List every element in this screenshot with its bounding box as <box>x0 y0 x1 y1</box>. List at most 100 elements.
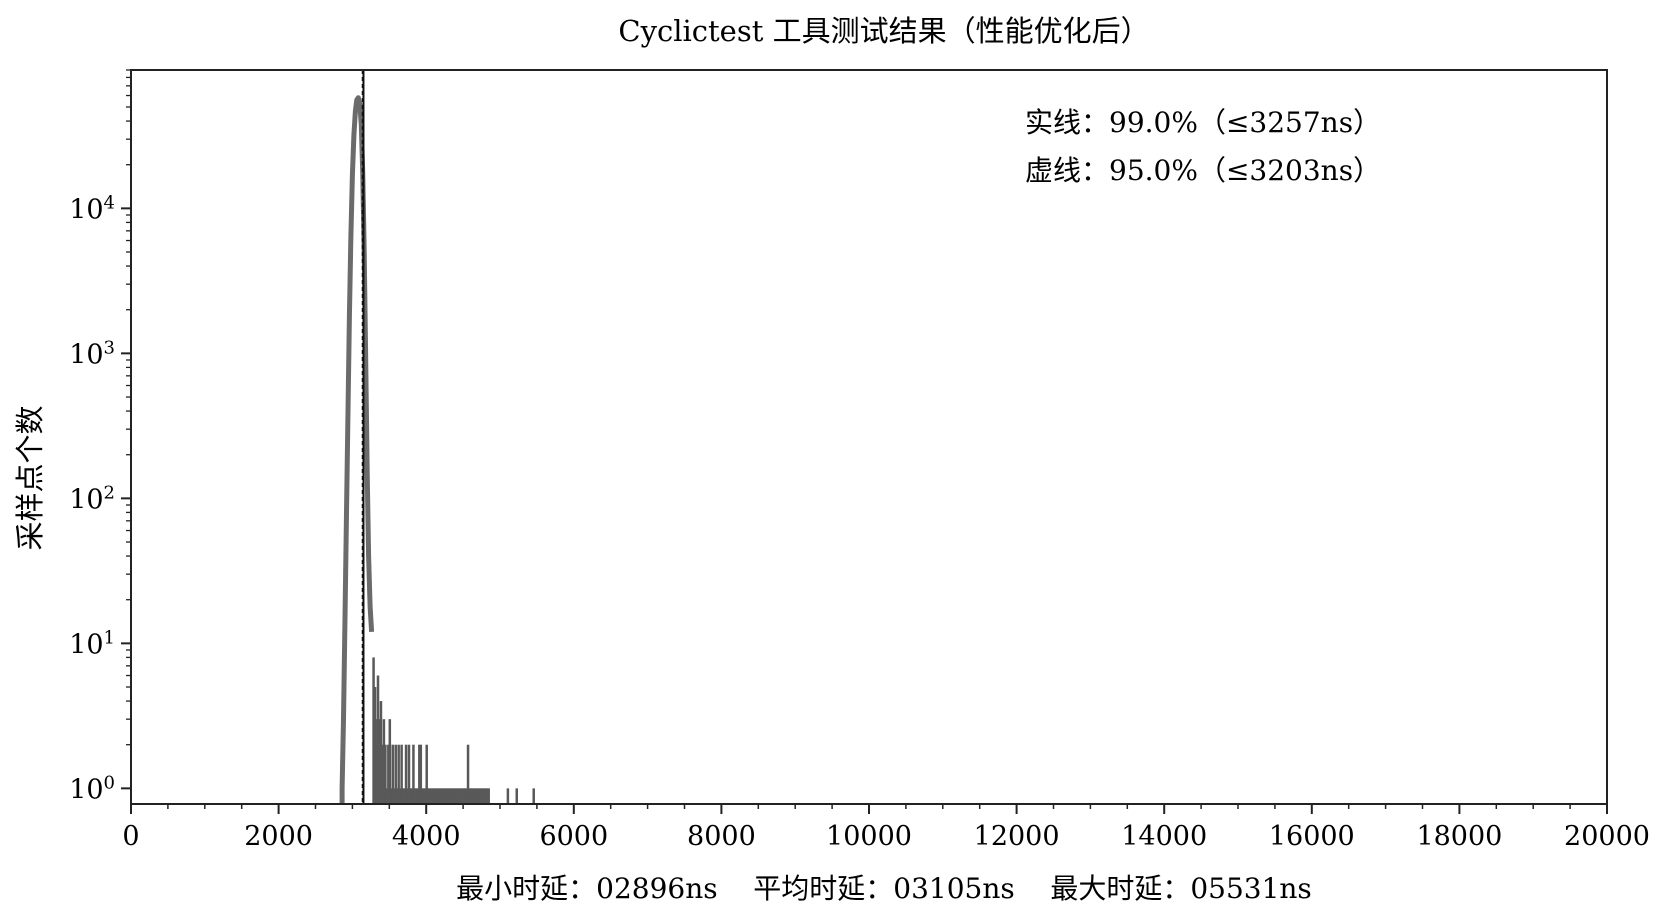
histogram-bar <box>385 788 389 804</box>
histogram-bar <box>392 788 396 804</box>
histogram-bar <box>432 788 436 804</box>
histogram-bar <box>384 744 387 804</box>
histogram-bar <box>403 788 406 804</box>
histogram-bar <box>466 744 470 804</box>
histogram-bar <box>463 788 467 804</box>
x-tick-label: 20000 <box>1564 821 1650 852</box>
histogram-bar <box>413 788 417 804</box>
histogram-bar <box>406 788 409 804</box>
histogram-bar <box>515 788 518 804</box>
x-axis-ticks: 0 2000 4000 6000 8000 10000 12000 14000 16000 180… <box>122 804 1650 852</box>
histogram-bar <box>395 788 399 804</box>
histogram-bar <box>471 788 474 804</box>
histogram-bar <box>376 675 380 804</box>
histogram-bar <box>437 788 440 804</box>
histogram-bar <box>477 788 480 804</box>
histogram-bar <box>481 788 485 804</box>
histogram-bar <box>379 701 383 804</box>
histogram-bar <box>373 687 377 804</box>
legend-solid-annotation: 实线：99.0%（≤3257ns） <box>1025 106 1381 139</box>
vline-layer <box>361 70 365 804</box>
histogram-bar <box>407 744 411 804</box>
histogram-bar <box>397 744 400 804</box>
histogram-bar <box>487 788 490 804</box>
chart-title: Cyclictest 工具测试结果（性能优化后） <box>618 14 1149 48</box>
histogram-bar <box>428 788 431 804</box>
x-tick-label: 18000 <box>1416 821 1502 852</box>
legend-dashed-annotation: 虚线：95.0%（≤3203ns） <box>1025 154 1381 187</box>
x-tick-label: 6000 <box>539 821 608 852</box>
histogram-bar <box>381 744 384 804</box>
histogram-bar <box>483 788 486 804</box>
histogram-bar <box>459 788 462 804</box>
histogram-bar <box>468 788 471 804</box>
distribution-curve <box>339 95 375 804</box>
histogram-bar <box>446 788 449 804</box>
histogram-bar <box>423 788 427 804</box>
histogram-bar <box>506 788 510 804</box>
histogram-bar <box>469 788 473 804</box>
histogram-bar <box>460 788 464 804</box>
histogram-bar <box>474 788 477 804</box>
histogram-bar <box>416 788 420 804</box>
y-tick-label: 104 <box>69 192 115 226</box>
histogram-bar <box>457 788 461 804</box>
y-tick-label: 101 <box>69 627 115 661</box>
histogram-bar <box>394 744 397 804</box>
y-tick-label: 100 <box>69 772 115 806</box>
histogram-bar <box>419 744 423 804</box>
histogram-bar <box>478 788 482 804</box>
histogram-bar <box>388 719 392 804</box>
histogram-bar <box>387 744 390 804</box>
histogram-bar <box>444 788 448 804</box>
histogram-bar <box>434 788 437 804</box>
histogram-bar <box>409 788 412 804</box>
histogram-bar <box>382 719 386 804</box>
histogram-bar <box>400 744 403 804</box>
histogram-bar <box>429 788 433 804</box>
histogram-bar <box>438 788 442 804</box>
y-axis-label: 采样点个数 <box>13 405 47 550</box>
histogram-bar <box>472 788 476 804</box>
x-tick-label: 14000 <box>1121 821 1207 852</box>
histogram-bar <box>418 744 421 804</box>
histogram-bar <box>484 788 488 804</box>
histogram-bar <box>390 788 393 804</box>
histogram-bar <box>456 788 459 804</box>
latency-stats: 最小时延：02896ns 平均时延：03105ns 最大时延：05531ns <box>456 872 1312 905</box>
histogram-bar <box>410 788 414 804</box>
histogram-bar <box>435 788 439 804</box>
histogram-bar <box>485 788 489 804</box>
histogram-bar <box>412 744 415 804</box>
x-tick-label: 12000 <box>974 821 1060 852</box>
histogram-bar <box>404 744 408 804</box>
histogram-bar <box>475 788 479 804</box>
histogram-bar <box>480 788 483 804</box>
y-axis-ticks: 100 101 102 103 104 <box>69 69 131 806</box>
histogram-bar <box>421 788 424 804</box>
x-tick-label: 16000 <box>1269 821 1355 852</box>
histogram-bar <box>447 788 451 804</box>
histogram-bar <box>454 788 458 804</box>
histogram-bar <box>452 788 455 804</box>
histogram-bar <box>372 657 375 804</box>
histogram-bar <box>425 744 428 804</box>
histogram-bar <box>378 719 381 804</box>
histogram-bar <box>465 788 468 804</box>
histogram-bar <box>532 788 535 804</box>
histogram-bar <box>415 788 418 804</box>
x-tick-label: 2000 <box>244 821 313 852</box>
histogram-bar <box>422 788 426 804</box>
histogram-bar <box>453 788 457 804</box>
curve-layer <box>339 95 375 804</box>
x-tick-label: 10000 <box>826 821 912 852</box>
histogram-bar <box>441 788 445 804</box>
histogram-bar <box>449 788 452 804</box>
x-tick-label: 4000 <box>392 821 461 852</box>
histogram-bar <box>443 788 446 804</box>
plot-frame <box>130 69 1608 805</box>
histogram-bar <box>426 788 430 804</box>
histogram-bar <box>450 788 454 804</box>
histogram-bar <box>440 788 443 804</box>
histogram-bar <box>401 788 405 804</box>
